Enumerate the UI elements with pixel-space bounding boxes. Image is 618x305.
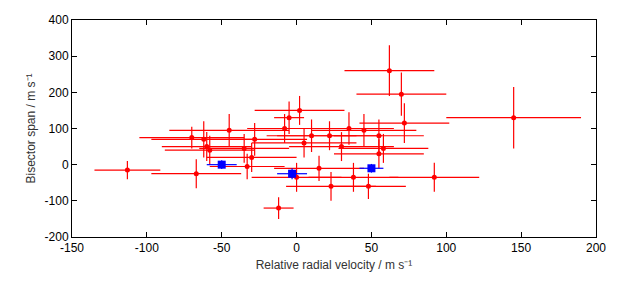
svg-text:50: 50 — [365, 241, 379, 255]
svg-text:-100: -100 — [135, 241, 159, 255]
svg-text:0: 0 — [62, 158, 69, 172]
svg-text:100: 100 — [49, 122, 69, 136]
svg-text:200: 200 — [49, 86, 69, 100]
svg-text:-200: -200 — [45, 230, 69, 244]
svg-text:Bisector span / m s⁻¹: Bisector span / m s⁻¹ — [24, 73, 38, 183]
svg-text:0: 0 — [293, 241, 300, 255]
svg-text:400: 400 — [49, 13, 69, 27]
svg-text:Relative radial velocity / m s: Relative radial velocity / m s⁻¹ — [256, 258, 413, 272]
svg-text:150: 150 — [511, 241, 531, 255]
svg-text:200: 200 — [586, 241, 606, 255]
svg-text:100: 100 — [436, 241, 456, 255]
svg-text:-50: -50 — [213, 241, 231, 255]
svg-text:-150: -150 — [60, 241, 84, 255]
svg-text:300: 300 — [49, 49, 69, 63]
svg-text:-100: -100 — [45, 194, 69, 208]
